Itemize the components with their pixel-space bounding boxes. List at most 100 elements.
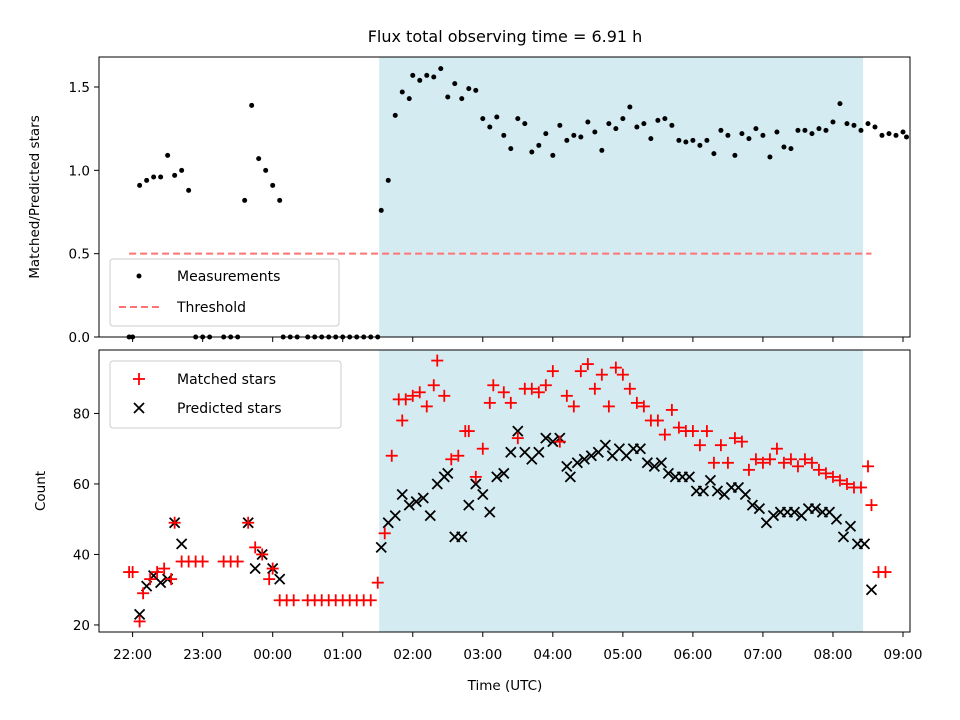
matched-point [249,541,262,554]
measurement-point [466,86,472,92]
predicted-point [154,577,167,589]
matched-point [879,566,892,579]
matched-point [630,396,643,409]
measurement-point [480,116,486,122]
matched-point [865,499,878,512]
measurement-point [858,127,864,133]
matched-point [749,453,762,466]
matched-point [378,527,391,540]
measurement-point [522,121,528,127]
matched-point [637,400,650,413]
predicted-point [830,513,843,525]
measurement-point [669,122,675,128]
matched-point [133,615,146,628]
x-tick-label: 01:00 [323,647,362,663]
matched-point [770,442,783,455]
matched-point [287,594,300,607]
measurement-point [578,134,584,140]
matched-point [616,368,629,381]
matched-point [819,467,832,480]
measurement-point [886,131,892,137]
measurement-point [690,137,696,143]
predicted-point [704,474,717,487]
predicted-point [403,499,415,511]
predicted-point [578,453,590,465]
matched-point [553,435,566,448]
predicted-point [540,432,552,444]
predicted-point [662,467,675,480]
matched-point [840,477,853,490]
measurement-point [137,182,143,188]
matched-point [826,470,839,483]
matched-point [256,548,269,561]
predicted-point [417,492,429,504]
x-tick-label: 00:00 [253,647,292,663]
measurement-point [144,177,150,183]
measurement-point [452,81,458,87]
measurement-point [543,131,549,137]
measurement-point [627,104,633,110]
measurement-point [844,121,850,127]
predicted-point [396,488,408,501]
matched-point [721,456,734,469]
matched-point [483,396,496,409]
matched-point [574,365,587,378]
measurement-point [550,152,556,158]
predicted-point [533,446,545,458]
predicted-point [547,436,559,448]
matched-point [476,442,489,455]
ratio-panel-frame [98,56,911,338]
matched-point [833,474,846,487]
x-tick-label: 22:00 [113,647,152,663]
predicted-point [634,443,647,455]
matched-point [686,425,699,438]
ratio-y-axis-label: Matched/Predicted stars [27,115,43,278]
matched-point [385,449,398,462]
matched-point [602,400,615,413]
measurement-point [501,132,507,138]
measurement-point [606,121,612,127]
measurement-point [494,114,500,120]
measurement-point [613,126,619,132]
measurement-point [599,147,605,153]
measurement-point [641,121,647,127]
measurement-point [151,174,157,180]
matched-point [137,587,150,600]
matched-point [798,453,811,466]
predicted-point [571,457,583,469]
count-y-tick-label: 20 [73,618,90,634]
matched-point [672,421,685,434]
matched-point [266,562,279,575]
predicted-point [655,457,668,469]
measurement-point [410,72,416,78]
predicted-point [844,520,857,532]
measurement-point [536,142,542,148]
measurement-point [683,139,689,145]
measurement-point [893,132,899,138]
count-legend-box [109,360,342,429]
measurement-point [767,154,773,160]
matched-point [431,354,444,367]
measurement-point [438,66,444,72]
measurement-point [816,126,822,132]
measurement-point [725,132,731,138]
predicted-point [249,562,261,575]
matched-point [438,389,451,402]
measurement-point [648,136,654,142]
predicted-point [767,510,780,522]
matched-point [525,382,538,395]
measurement-point [704,137,710,143]
x-tick-label: 04:00 [533,647,572,663]
predicted-point [375,541,387,554]
matched-point [511,432,524,445]
measurement-point [718,127,724,133]
measurement-point [732,152,738,158]
measurement-point [774,129,780,135]
matched-point [651,414,664,427]
predicted-point [746,499,759,511]
x-tick-label: 05:00 [603,647,642,663]
matched-point [399,393,412,406]
legend-matched-label: Matched stars [177,372,276,388]
predicted-point [641,457,654,469]
